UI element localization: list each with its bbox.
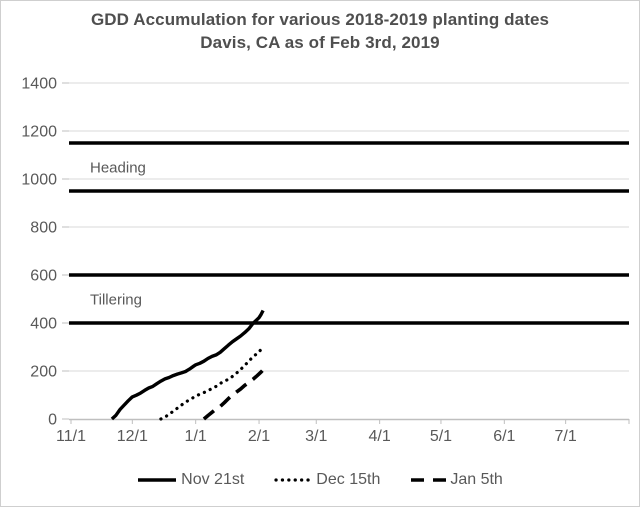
y-axis-label-1400: 1400: [21, 76, 57, 93]
legend-item-jan-5th: Jan 5th: [410, 471, 503, 489]
chart-subtitle: Davis, CA as of Feb 3rd, 2019: [200, 33, 440, 52]
y-axis-label-600: 600: [30, 268, 57, 285]
x-axis-label-6-1: 6/1: [493, 428, 515, 445]
dotted-line-swatch-icon: [274, 478, 313, 482]
legend-item-nov-21st: Nov 21st: [137, 471, 244, 489]
legend-label-jan-5th: Jan 5th: [450, 471, 503, 488]
legend-label-dec-15th: Dec 15th: [316, 471, 381, 488]
dashed-line-swatch-icon: [411, 478, 447, 482]
chart-title: GDD Accumulation for various 2018-2019 p…: [90, 10, 550, 29]
chart-plot-area: 0 200 400 600 800 1000 1200 1400 11/1 12/1 1/1 2/1 3…: [21, 76, 630, 445]
x-axis-label-5-1: 5/1: [430, 428, 452, 445]
y-axis-label-200: 200: [30, 364, 57, 381]
y-axis-label-400: 400: [30, 316, 57, 333]
chart-title-block: GDD Accumulation for various 2018-2019 p…: [1, 8, 639, 54]
x-axis-label-11-1: 11/1: [56, 428, 86, 445]
y-axis-label-1200: 1200: [21, 124, 57, 141]
x-axis-label-12-1: 12/1: [117, 428, 148, 445]
legend-item-dec-15th: Dec 15th: [274, 471, 380, 489]
y-axis-label-800: 800: [30, 220, 57, 237]
x-axis-label-1-1: 1/1: [185, 428, 207, 445]
x-axis-label-4-1: 4/1: [369, 428, 391, 445]
x-axis-label-2-1: 2/1: [248, 428, 270, 445]
legend-label-nov-21st: Nov 21st: [181, 471, 245, 488]
zone-label-heading: Heading: [90, 160, 146, 177]
solid-line-swatch-icon: [138, 478, 177, 482]
chart-legend: Nov 21st Dec 15th Jan 5th: [1, 471, 639, 489]
y-axis-label-1000: 1000: [21, 172, 57, 189]
series-line-jan-5th: [202, 368, 265, 421]
zone-label-tillering: Tillering: [90, 292, 142, 309]
x-axis-label-3-1: 3/1: [305, 428, 327, 445]
x-axis-label-7-1: 7/1: [555, 428, 577, 445]
series-line-nov-21st: [110, 309, 265, 421]
y-axis-label-0: 0: [48, 412, 57, 429]
